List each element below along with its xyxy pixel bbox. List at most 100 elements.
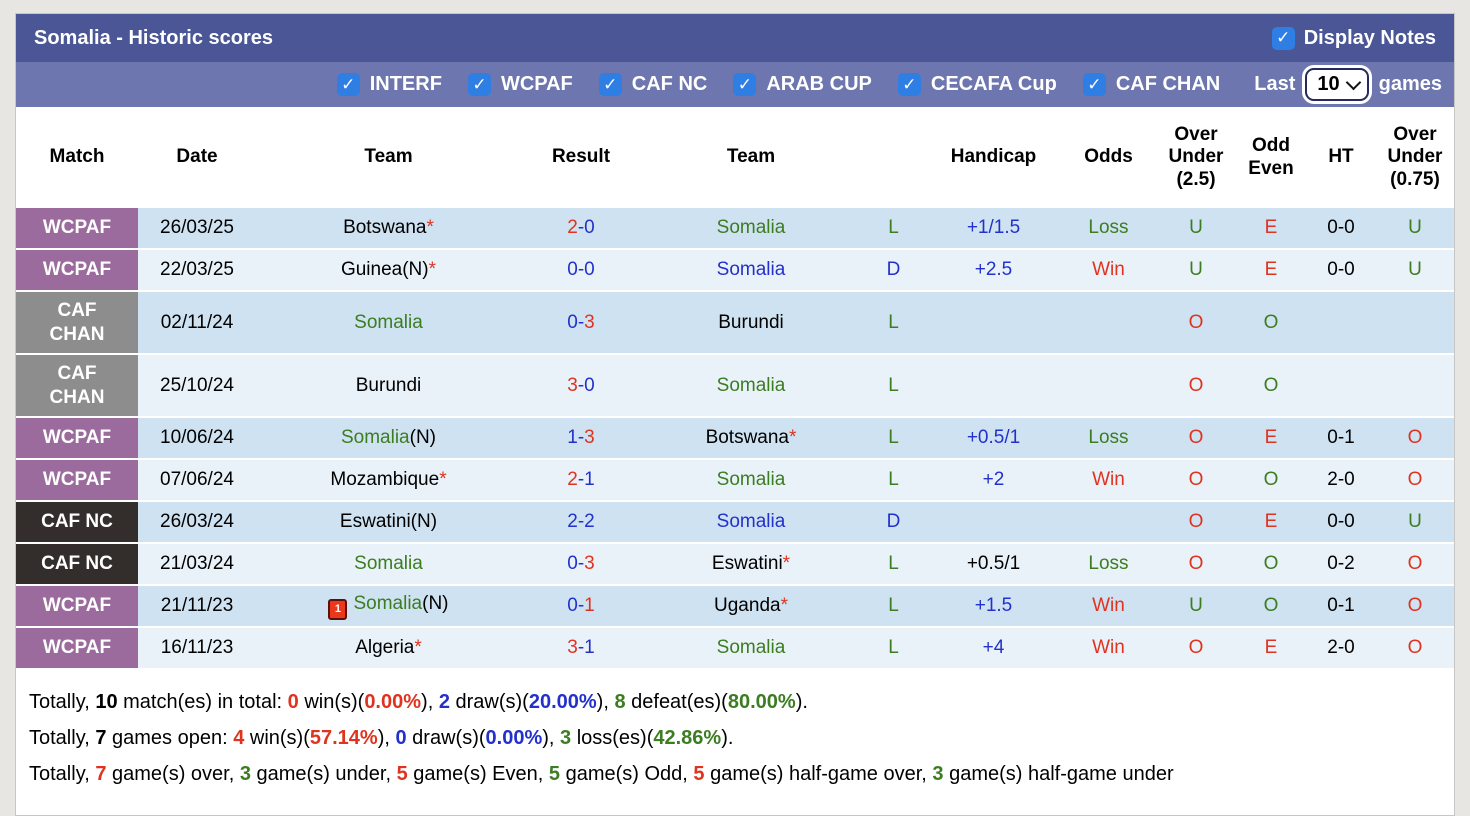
competition-checkbox[interactable]: ✓ [598,73,622,96]
summary-segment: 20.00% [528,691,597,714]
result-letter-value: L [888,553,899,575]
half-time-score-value: 0-2 [1327,553,1355,575]
odds-result: Loss [1061,417,1156,461]
column-header-result: Result [521,107,641,209]
team-name: Somalia [354,553,423,575]
handicap: +0.5/1 [926,417,1061,461]
team-name: Burundi [355,374,422,396]
display-notes-checkbox[interactable]: ✓ [1271,26,1295,50]
summary-segment: 42.86% [653,727,722,750]
competition-label: ARAB CUP [766,73,872,95]
date-value: 02/11/24 [160,311,234,333]
competition-checkbox[interactable]: ✓ [733,73,757,96]
match-competition-label: CAF NC [16,543,138,587]
summary-segment: 0.00% [364,691,422,714]
column-header-ht: HT [1306,107,1376,209]
home-star: * [426,217,434,239]
home-score: 2 [567,217,578,239]
home-score: 3 [567,374,578,396]
over-under-2-5-value: U [1189,217,1203,239]
odd-even: E [1236,501,1306,545]
home-team-cell: 1 Somalia(N) [256,585,521,629]
away-team-cell: Somalia [641,501,861,545]
odds-result: Win [1061,459,1156,503]
summary-line: Totally, 10 match(es) in total: 0 win(s)… [29,691,1441,714]
odds-result-value: Win [1092,259,1125,281]
half-time-score-value: 2-0 [1327,637,1355,659]
summary-segment: ), [421,691,439,714]
half-time-score-value: 0-0 [1327,217,1355,239]
over-under-2-5-value: O [1188,427,1204,449]
home-score: 0 [567,259,578,281]
home-team-cell: Somalia(N) [256,417,521,461]
table-row: WCPAF 16/11/23 Algeria* 3-1 Somalia L +4 Win O E 2… [16,627,1454,671]
score-separator: - [577,427,585,449]
odds-result: Win [1061,627,1156,671]
table-row: WCPAF 07/06/24 Mozambique* 2-1 Somalia L +2 Win… [16,459,1454,503]
handicap [926,501,1061,545]
filter-item-wcpaf: ✓ WCPAF [467,73,573,96]
away-team-cell: Somalia [641,627,861,671]
result-letter: D [861,501,926,545]
summary-segment: games open: [106,727,234,750]
summary-segment: 2 [438,691,450,714]
column-header-team-home: Team [256,107,521,209]
over-under-0-75: O [1376,543,1454,587]
home-score: 0 [567,553,578,575]
column-header-result-letter [861,107,926,209]
column-header-handicap: Handicap [926,107,1061,209]
over-under-0-75-value: U [1408,217,1422,239]
competition-checkbox[interactable]: ✓ [336,73,360,96]
over-under-2-5: O [1156,291,1236,356]
summary-segment: game(s) half-game over, [704,763,933,786]
half-time-score: 0-1 [1306,417,1376,461]
summary-segment: 5 [548,763,561,786]
home-star: * [414,637,422,659]
summary-segment: ). [721,727,734,750]
odd-even-value: E [1264,637,1278,659]
half-time-score-value: 0-0 [1327,511,1355,533]
half-time-score-value: 0-0 [1327,259,1355,281]
handicap: +0.5/1 [926,543,1061,587]
competition-checkbox[interactable]: ✓ [897,73,921,96]
summary-segment: 0.00% [485,727,543,750]
summary-segment: 10 [95,691,118,714]
competition-label: INTERF [369,73,442,95]
result-letter: L [861,543,926,587]
summary-segment: win(s)( [298,691,365,714]
neutral-venue-tag: (N) [422,592,449,614]
half-time-score-value: 0-1 [1327,427,1355,449]
last-games-select[interactable]: 10 [1305,68,1369,101]
summary-segment: game(s) half-game under [943,763,1174,786]
handicap: +1/1.5 [926,208,1061,251]
match-date: 25/10/24 [138,354,256,419]
match-competition-label: WCPAF [16,208,138,251]
result-cell: 0-3 [521,291,641,356]
summary-segment: 3 [239,763,251,786]
result-letter-value: L [888,595,899,617]
over-under-0-75: O [1376,585,1454,629]
score-separator: - [577,374,585,396]
team-name: Somalia [354,311,423,333]
odd-even-value: O [1263,553,1279,575]
half-time-score [1306,291,1376,356]
team-name: Somalia [716,374,786,396]
away-score: 3 [584,553,595,575]
summary-segment: loss(es)( [571,727,654,750]
summary-segment: 8 [614,691,626,714]
summary-segment: 3 [560,727,572,750]
competition-label: CECAFA Cup [930,73,1057,95]
summary-segment: 3 [932,763,944,786]
over-under-0-75-value: O [1407,427,1423,449]
odd-even: O [1236,459,1306,503]
home-team-cell: Eswatini(N) [256,501,521,545]
odd-even: O [1236,291,1306,356]
last-games-control: Last 10 games [1254,68,1442,101]
historic-scores-table: Match Date Team Result Team Handicap Odds Over U… [16,107,1454,671]
result-letter: D [861,249,926,293]
result-letter-value: D [886,259,901,281]
away-score: 2 [584,511,595,533]
half-time-score: 0-2 [1306,543,1376,587]
competition-checkbox[interactable]: ✓ [1082,73,1106,96]
competition-checkbox[interactable]: ✓ [467,73,491,96]
